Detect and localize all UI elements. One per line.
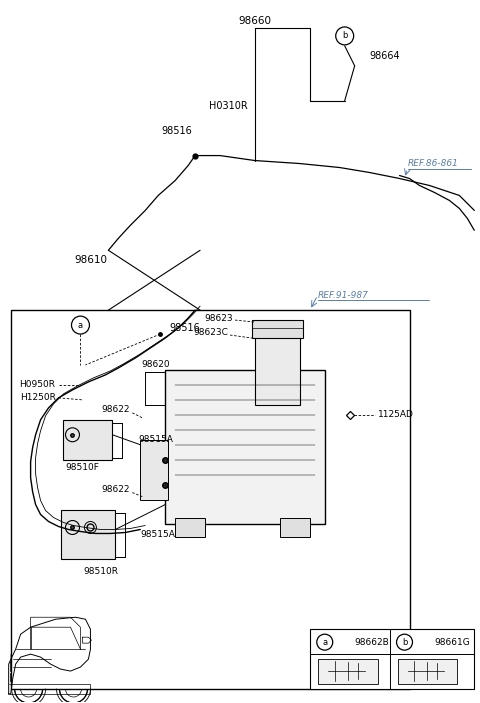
Text: b: b	[342, 32, 348, 40]
Bar	[318, 659, 378, 684]
Text: 98623C: 98623C	[193, 328, 228, 337]
Bar	[10, 673, 28, 681]
Bar	[62, 420, 112, 460]
Bar	[11, 310, 409, 689]
Bar	[252, 320, 303, 338]
Text: 98510R: 98510R	[83, 567, 118, 576]
Bar	[28, 649, 48, 657]
Text: 98620: 98620	[141, 361, 169, 370]
Text: 98661G: 98661G	[434, 638, 470, 647]
Text: H1250R: H1250R	[20, 394, 56, 402]
Text: 98623: 98623	[204, 314, 233, 323]
Text: 98622: 98622	[102, 406, 130, 414]
Bar	[310, 629, 474, 689]
Text: 98662B: 98662B	[355, 638, 389, 647]
Text: 98610: 98610	[74, 255, 107, 265]
Text: 98664: 98664	[369, 51, 400, 61]
Text: 1125AD: 1125AD	[378, 411, 413, 419]
Bar	[280, 517, 310, 538]
Text: REF.91-987: REF.91-987	[318, 290, 369, 299]
Text: H0310R: H0310R	[209, 101, 248, 110]
Text: H0950R: H0950R	[20, 380, 56, 389]
Text: 98516: 98516	[170, 323, 201, 333]
Text: 98515A: 98515A	[140, 530, 175, 539]
Text: 98622: 98622	[102, 485, 130, 494]
Text: REF.86-861: REF.86-861	[408, 159, 458, 168]
Bar	[60, 510, 115, 560]
Text: a: a	[78, 321, 83, 330]
Bar	[255, 330, 300, 405]
Text: 98660: 98660	[239, 16, 272, 26]
Text: a: a	[322, 638, 327, 647]
Text: 98510F: 98510F	[65, 463, 99, 472]
Bar	[397, 659, 457, 684]
Bar	[10, 661, 28, 671]
Bar	[175, 517, 205, 538]
Bar	[140, 440, 168, 500]
Text: 98515A: 98515A	[138, 435, 173, 444]
Text: b: b	[402, 638, 407, 647]
Text: 98516: 98516	[161, 126, 192, 136]
Bar	[165, 370, 325, 524]
Polygon shape	[11, 654, 23, 664]
